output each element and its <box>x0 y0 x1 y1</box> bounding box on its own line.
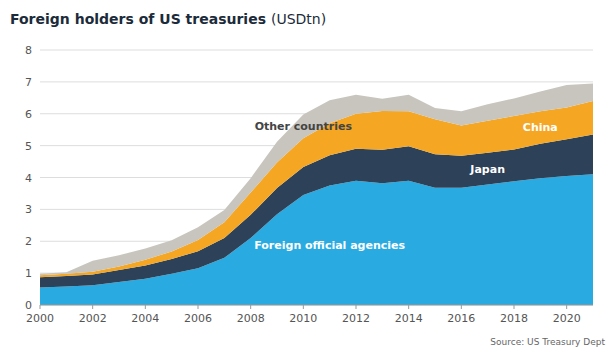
x-tick <box>514 305 515 309</box>
x-tick <box>356 305 357 309</box>
series-label: Foreign official agencies <box>254 239 405 252</box>
x-tick <box>461 305 462 309</box>
y-tick-label: 3 <box>25 203 32 216</box>
x-tick <box>408 305 409 309</box>
x-tick-label: 2002 <box>79 312 107 325</box>
x-tick <box>40 305 41 309</box>
x-tick-label: 2000 <box>26 312 54 325</box>
x-tick <box>198 305 199 309</box>
x-tick-label: 2016 <box>447 312 475 325</box>
series-labels: Foreign official agencies Japan China Other… <box>254 120 558 252</box>
y-axis: 0 1 2 3 4 5 6 7 8 <box>25 44 593 312</box>
series-label: Japan <box>469 163 505 176</box>
source: Source: US Treasury Dept <box>490 337 605 347</box>
areas <box>40 83 593 305</box>
y-tick-label: 4 <box>25 172 32 185</box>
y-tick-label: 5 <box>25 140 32 153</box>
series-label: China <box>523 121 558 134</box>
x-tick-label: 2012 <box>342 312 370 325</box>
area <box>40 83 593 275</box>
x-tick-label: 2008 <box>237 312 265 325</box>
area <box>40 101 593 277</box>
grid-line <box>40 305 593 306</box>
title-line: Foreign holders of US treasuries (USDtn) <box>10 11 326 27</box>
x-axis-line <box>40 305 593 306</box>
x-tick <box>566 305 567 309</box>
y-tick-label: 1 <box>25 267 32 280</box>
x-tick-label: 2014 <box>395 312 423 325</box>
x-tick-label: 2010 <box>289 312 317 325</box>
x-tick <box>250 305 251 309</box>
title: Foreign holders of US treasuries <box>10 11 266 27</box>
series-label: Other countries <box>255 120 353 133</box>
grid-line <box>40 50 593 51</box>
subtitle: (USDtn) <box>271 11 326 27</box>
x-tick-label: 2018 <box>500 312 528 325</box>
area <box>40 174 593 305</box>
x-tick <box>303 305 304 309</box>
x-axis: 2000 2002 2004 2006 2008 2010 2012 2014 2016 2018… <box>26 305 593 325</box>
x-tick-label: 2006 <box>184 312 212 325</box>
y-tick-label: 8 <box>25 44 32 57</box>
y-tick-label: 2 <box>25 235 32 248</box>
x-tick <box>92 305 93 309</box>
x-tick-label: 2004 <box>131 312 159 325</box>
x-tick-label: 2020 <box>553 312 581 325</box>
grid-line <box>40 81 593 82</box>
y-tick-label: 0 <box>25 299 32 312</box>
chart: Foreign holders of US treasuries (USDtn) 0… <box>0 0 615 351</box>
y-tick-label: 7 <box>25 76 32 89</box>
y-tick-label: 6 <box>25 108 32 121</box>
x-tick <box>145 305 146 309</box>
